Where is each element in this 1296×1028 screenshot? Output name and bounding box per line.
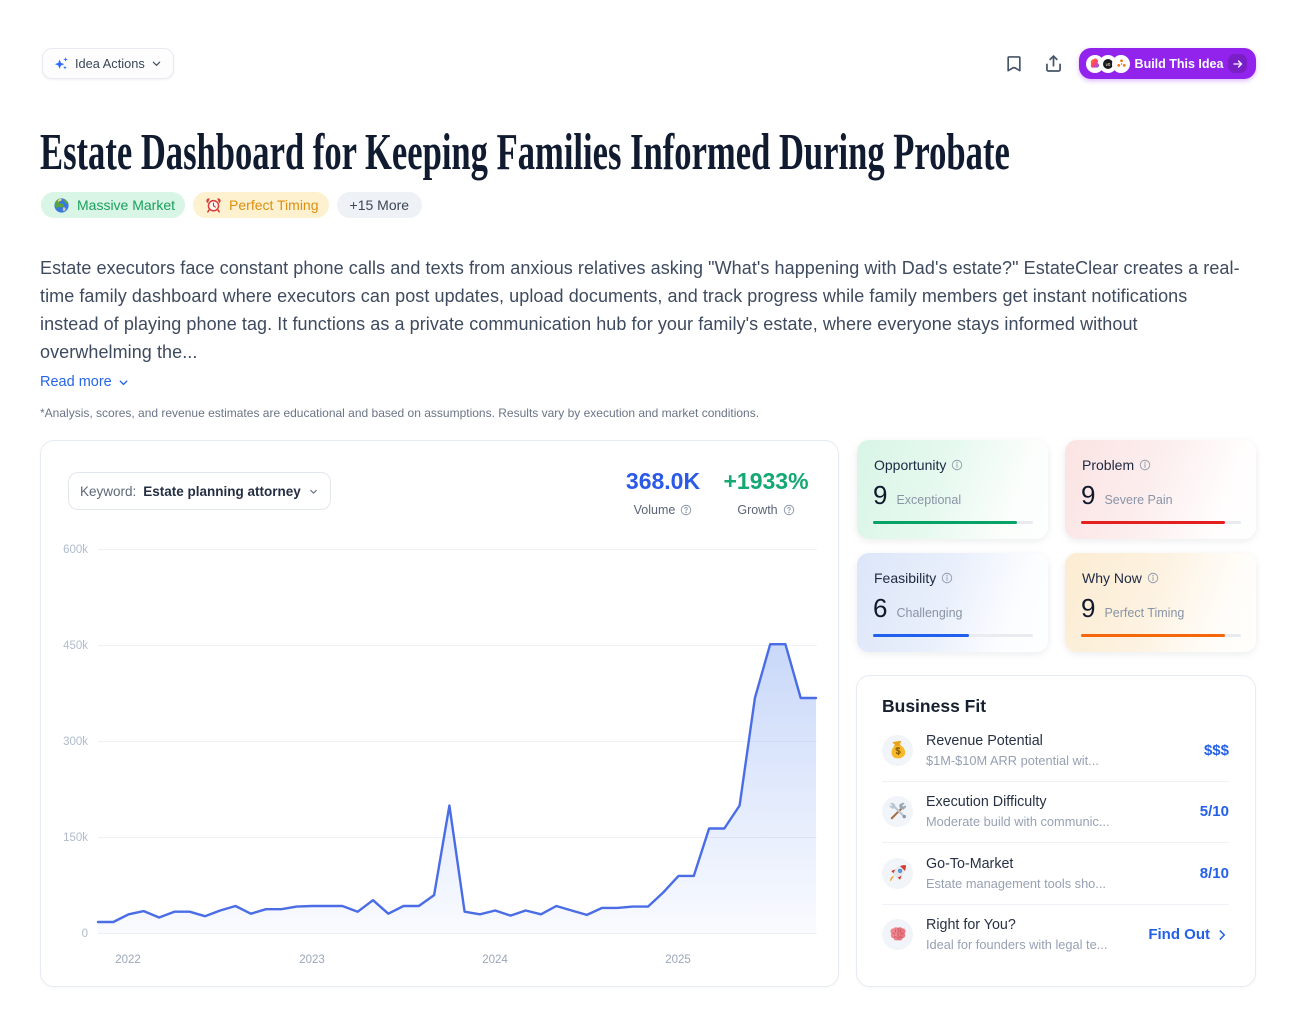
svg-text:0: 0 — [82, 928, 88, 940]
svg-text:450k: 450k — [63, 640, 88, 652]
svg-text:v0: v0 — [1106, 61, 1111, 66]
svg-text:2023: 2023 — [299, 954, 325, 966]
svg-text:150k: 150k — [63, 832, 88, 844]
svg-text:2024: 2024 — [482, 954, 508, 966]
svg-text:2025: 2025 — [665, 954, 691, 966]
svg-text:2022: 2022 — [115, 954, 141, 966]
svg-text:300k: 300k — [63, 736, 88, 748]
svg-text:600k: 600k — [63, 544, 88, 556]
